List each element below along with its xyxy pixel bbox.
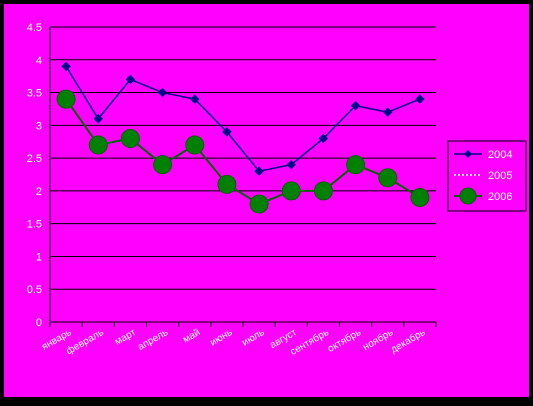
data-point <box>61 61 71 72</box>
gridlines <box>50 26 436 290</box>
data-point <box>350 100 361 111</box>
series-lines <box>56 61 430 214</box>
legend-marker <box>459 187 477 205</box>
y-tick-label: 2.5 <box>27 153 42 165</box>
data-point <box>281 181 301 201</box>
data-point <box>120 128 140 148</box>
data-point <box>190 94 200 104</box>
y-tick-label: 0.5 <box>27 284 42 296</box>
data-point <box>313 181 333 201</box>
y-tick-label: 0 <box>36 317 42 329</box>
data-point <box>153 155 173 175</box>
legend-entry-2006: 2006 <box>454 187 512 205</box>
data-point <box>93 114 103 124</box>
y-tick-label: 1 <box>36 251 42 263</box>
data-point <box>415 94 425 104</box>
y-tick-label: 2 <box>36 186 42 198</box>
data-point <box>56 89 76 109</box>
y-tick-label: 1.5 <box>27 219 42 231</box>
series-2004 <box>61 61 425 176</box>
series-2006 <box>56 89 430 214</box>
data-point <box>217 174 237 194</box>
legend-entry-2004: 2004 <box>454 149 512 161</box>
y-tick-label: 3.5 <box>27 88 42 100</box>
legend: 2004 2005 2006 <box>447 140 527 212</box>
data-point <box>254 166 264 176</box>
data-point <box>88 135 108 155</box>
legend-marker <box>464 150 472 158</box>
y-tick-label: 4 <box>36 55 42 67</box>
data-point <box>185 135 205 155</box>
legend-label: 2004 <box>488 149 512 161</box>
data-point <box>410 187 430 207</box>
data-point <box>378 168 398 188</box>
legend-entry-2005: 2005 <box>454 170 512 182</box>
y-tick-label: 4.5 <box>27 22 42 34</box>
data-point <box>318 133 329 144</box>
data-point <box>383 107 393 117</box>
data-point <box>157 87 168 98</box>
legend-box <box>447 140 527 212</box>
data-point <box>346 155 366 175</box>
series-line-2004 <box>65 65 421 173</box>
data-point <box>249 194 269 214</box>
data-point <box>125 74 136 85</box>
data-point <box>222 127 232 137</box>
y-tick-label: 3 <box>36 120 42 132</box>
legend-label: 2005 <box>488 170 512 182</box>
data-point <box>286 159 296 170</box>
legend-label: 2006 <box>488 191 512 203</box>
